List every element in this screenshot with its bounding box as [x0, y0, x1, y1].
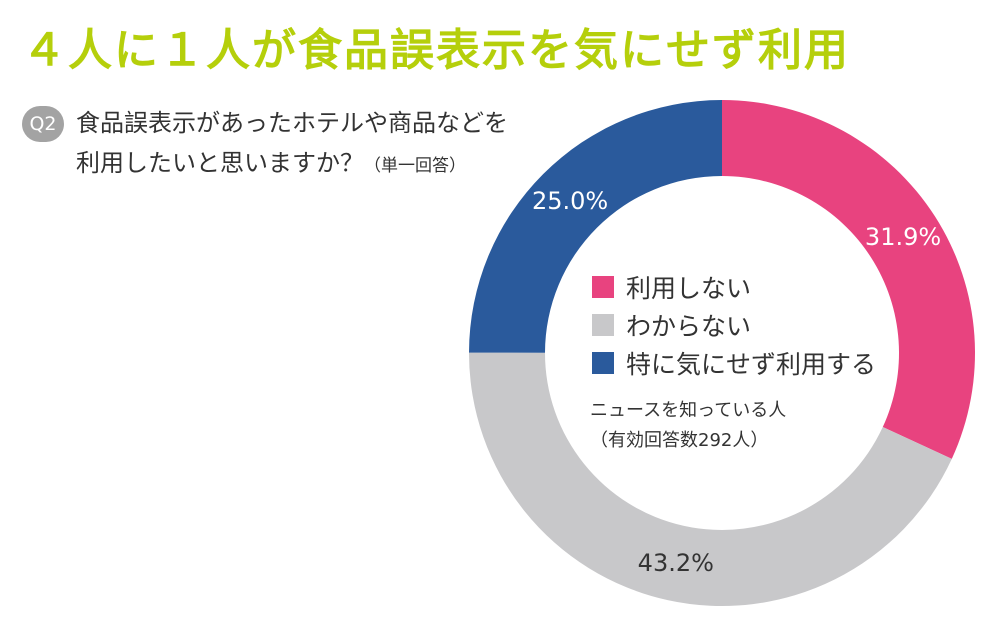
- question-main: 利用したいと思いますか？: [76, 149, 364, 177]
- question-text: 食品誤表示があったホテルや商品などを 利用したいと思いますか？（単一回答）: [76, 103, 508, 186]
- sample-note: ニュースを知っている人 （有効回答数292人）: [590, 396, 786, 456]
- legend-label: 利用しない: [626, 274, 752, 303]
- legend-label: わからない: [626, 312, 752, 341]
- donut-slice-label-1: 31.9%: [865, 223, 941, 251]
- chart-legend: 利用しないわからない特に気にせず利用する: [592, 268, 876, 382]
- legend-item-3: 特に気にせず利用する: [592, 344, 876, 382]
- donut-slice-label-3: 25.0%: [532, 187, 608, 215]
- donut-slice-1: [722, 100, 975, 459]
- page-title: ４人に１人が食品誤表示を気にせず利用: [22, 25, 850, 76]
- legend-label: 特に気にせず利用する: [626, 350, 877, 379]
- donut-slice-2: [469, 352, 952, 607]
- legend-item-2: わからない: [592, 306, 876, 344]
- sample-note-line-1: ニュースを知っている人: [590, 400, 787, 421]
- question-line-2: 利用したいと思いますか？（単一回答）: [76, 143, 508, 186]
- donut-slice-label-2: 43.2%: [638, 549, 714, 577]
- question-badge: Q2: [22, 106, 64, 142]
- question-note: （単一回答）: [364, 156, 466, 176]
- legend-swatch: [592, 314, 614, 336]
- question-line-1: 食品誤表示があったホテルや商品などを: [76, 109, 508, 137]
- legend-swatch: [592, 352, 614, 374]
- legend-item-1: 利用しない: [592, 268, 876, 306]
- legend-swatch: [592, 276, 614, 298]
- sample-note-line-2: （有効回答数292人）: [590, 430, 769, 451]
- donut-slice-3: [469, 100, 722, 353]
